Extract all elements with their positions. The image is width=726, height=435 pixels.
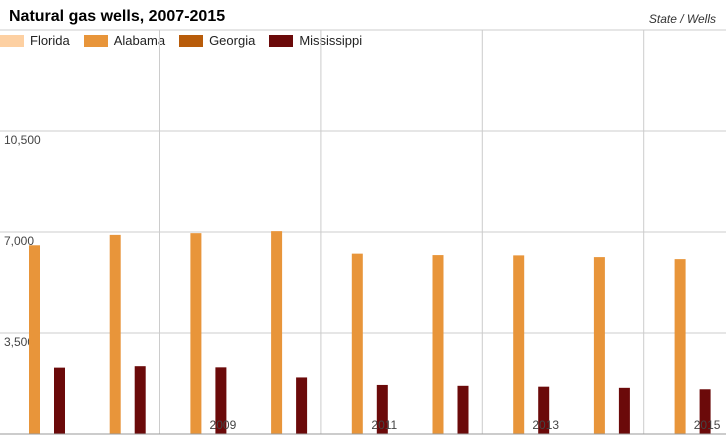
bar-mississippi-2008 bbox=[134, 366, 146, 434]
legend-label: Mississippi bbox=[299, 33, 363, 48]
legend: Florida Alabama Georgia Mississippi bbox=[0, 33, 376, 48]
bar-mississippi-2010 bbox=[296, 377, 308, 434]
bar-mississippi-2007 bbox=[54, 367, 65, 434]
bar-alabama-2012 bbox=[432, 255, 444, 434]
legend-swatch bbox=[179, 34, 204, 47]
bar-alabama-2015 bbox=[674, 259, 686, 434]
bar-alabama-2009 bbox=[190, 233, 202, 434]
x-tick-label: 2011 bbox=[371, 418, 397, 432]
x-tick-label: 2013 bbox=[532, 418, 559, 432]
bar-alabama-2008 bbox=[109, 234, 121, 434]
bar-mississippi-2014 bbox=[618, 387, 630, 434]
bar-alabama-2013 bbox=[513, 255, 525, 434]
legend-item-florida[interactable]: Florida bbox=[0, 33, 70, 48]
legend-swatch bbox=[0, 34, 24, 47]
legend-item-alabama[interactable]: Alabama bbox=[83, 33, 166, 48]
y-tick-label: 3,500 bbox=[4, 335, 34, 349]
bar-alabama-2011 bbox=[351, 253, 363, 434]
y-tick-label: 10,500 bbox=[4, 133, 41, 147]
bar-mississippi-2015 bbox=[699, 389, 711, 434]
bar-alabama-2014 bbox=[593, 257, 605, 434]
legend-label: Georgia bbox=[209, 33, 256, 48]
x-tick-label: 2009 bbox=[210, 418, 237, 432]
x-tick-label: 2015 bbox=[694, 418, 721, 432]
y-tick-label: 7,000 bbox=[4, 234, 34, 248]
bar-mississippi-2013 bbox=[538, 386, 550, 434]
legend-label: Florida bbox=[30, 33, 70, 48]
bar-mississippi-2011 bbox=[376, 384, 388, 434]
legend-item-georgia[interactable]: Georgia bbox=[179, 33, 255, 48]
bar-mississippi-2009 bbox=[215, 367, 227, 434]
bar-alabama-2007 bbox=[29, 245, 40, 434]
bar-mississippi-2012 bbox=[457, 385, 469, 434]
legend-label: Alabama bbox=[113, 33, 166, 48]
legend-swatch bbox=[83, 34, 108, 47]
chart-subtitle: State / Wells bbox=[648, 12, 716, 26]
legend-swatch bbox=[269, 34, 294, 47]
legend-item-mississippi[interactable]: Mississippi bbox=[269, 33, 362, 48]
chart-title: Natural gas wells, 2007-2015 bbox=[9, 8, 226, 25]
bar-alabama-2010 bbox=[271, 231, 283, 434]
